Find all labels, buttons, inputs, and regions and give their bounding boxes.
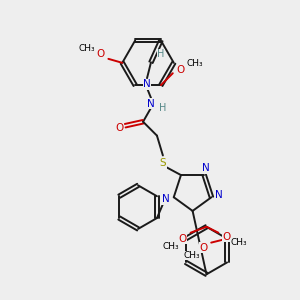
- Text: N: N: [147, 99, 155, 109]
- Text: CH₃: CH₃: [231, 238, 247, 247]
- Text: N: N: [162, 194, 170, 204]
- Text: CH₃: CH₃: [163, 242, 179, 251]
- Text: CH₃: CH₃: [183, 251, 200, 260]
- Text: H: H: [159, 103, 167, 113]
- Text: S: S: [160, 158, 166, 168]
- Text: O: O: [115, 123, 123, 133]
- Text: CH₃: CH₃: [186, 59, 203, 68]
- Text: N: N: [143, 79, 151, 89]
- Text: N: N: [215, 190, 223, 200]
- Text: O: O: [96, 49, 105, 59]
- Text: O: O: [222, 232, 230, 242]
- Text: H: H: [157, 50, 165, 59]
- Text: CH₃: CH₃: [78, 44, 95, 53]
- Text: O: O: [199, 243, 207, 253]
- Text: O: O: [178, 234, 187, 244]
- Text: N: N: [202, 163, 210, 173]
- Text: O: O: [177, 65, 185, 75]
